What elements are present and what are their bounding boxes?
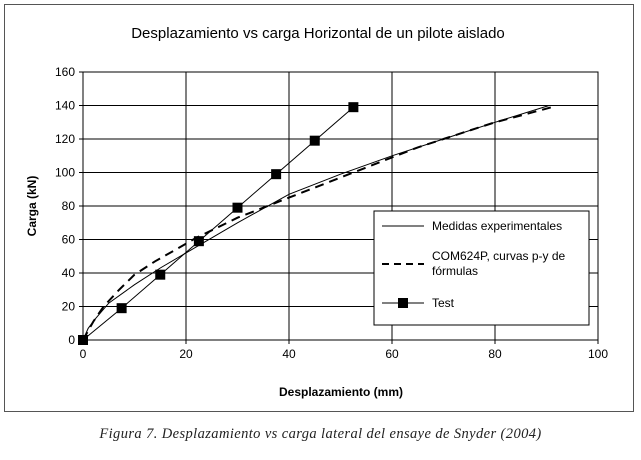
x-tick-label: 0	[80, 347, 87, 361]
y-tick-label: 140	[55, 99, 75, 113]
y-tick-label: 0	[68, 333, 75, 347]
x-tick-label: 40	[282, 347, 296, 361]
x-tick-label: 80	[488, 347, 502, 361]
figure-caption: Figura 7. Desplazamiento vs carga latera…	[99, 426, 542, 442]
legend-label-com624p-line1: COM624P, curvas p-y de	[432, 249, 565, 263]
y-axis-title: Carga (kN)	[25, 176, 39, 237]
x-axis-title: Desplazamiento (mm)	[279, 385, 403, 399]
test-marker	[78, 335, 88, 345]
test-marker	[271, 169, 282, 180]
series-line-3	[82, 106, 354, 341]
y-tick-label: 120	[55, 132, 75, 146]
series-line-2	[82, 106, 552, 341]
legend-swatch-test-marker	[398, 298, 408, 308]
y-tick-label: 80	[62, 199, 76, 213]
test-marker	[348, 102, 359, 113]
test-marker	[155, 269, 166, 280]
chart-title: Desplazamiento vs carga Horizontal de un…	[131, 25, 505, 42]
legend-label-test: Test	[432, 296, 455, 310]
chart: Desplazamiento vs carga Horizontal de un…	[25, 25, 608, 399]
test-marker	[193, 236, 204, 247]
y-tick-label: 100	[55, 166, 75, 180]
legend-box	[373, 210, 590, 326]
legend-label-medidas: Medidas experimentales	[432, 219, 562, 233]
series-layer	[78, 102, 552, 345]
x-tick-label: 60	[385, 347, 399, 361]
test-marker	[232, 202, 243, 213]
y-tick-label: 40	[62, 266, 76, 280]
test-marker	[116, 303, 127, 314]
test-marker	[309, 135, 320, 146]
y-tick-label: 20	[62, 300, 76, 314]
y-tick-label: 60	[62, 233, 76, 247]
axis-ticks: 0 20 40 60 80 100 120 140 160 0 20 40 60 80 100	[55, 65, 608, 361]
y-tick-label: 160	[55, 65, 75, 79]
legend-label-com624p-line2: fórmulas	[432, 264, 478, 278]
legend: Medidas experimentales COM624P, curvas p…	[373, 210, 590, 326]
x-tick-label: 100	[588, 347, 608, 361]
x-tick-label: 20	[179, 347, 193, 361]
